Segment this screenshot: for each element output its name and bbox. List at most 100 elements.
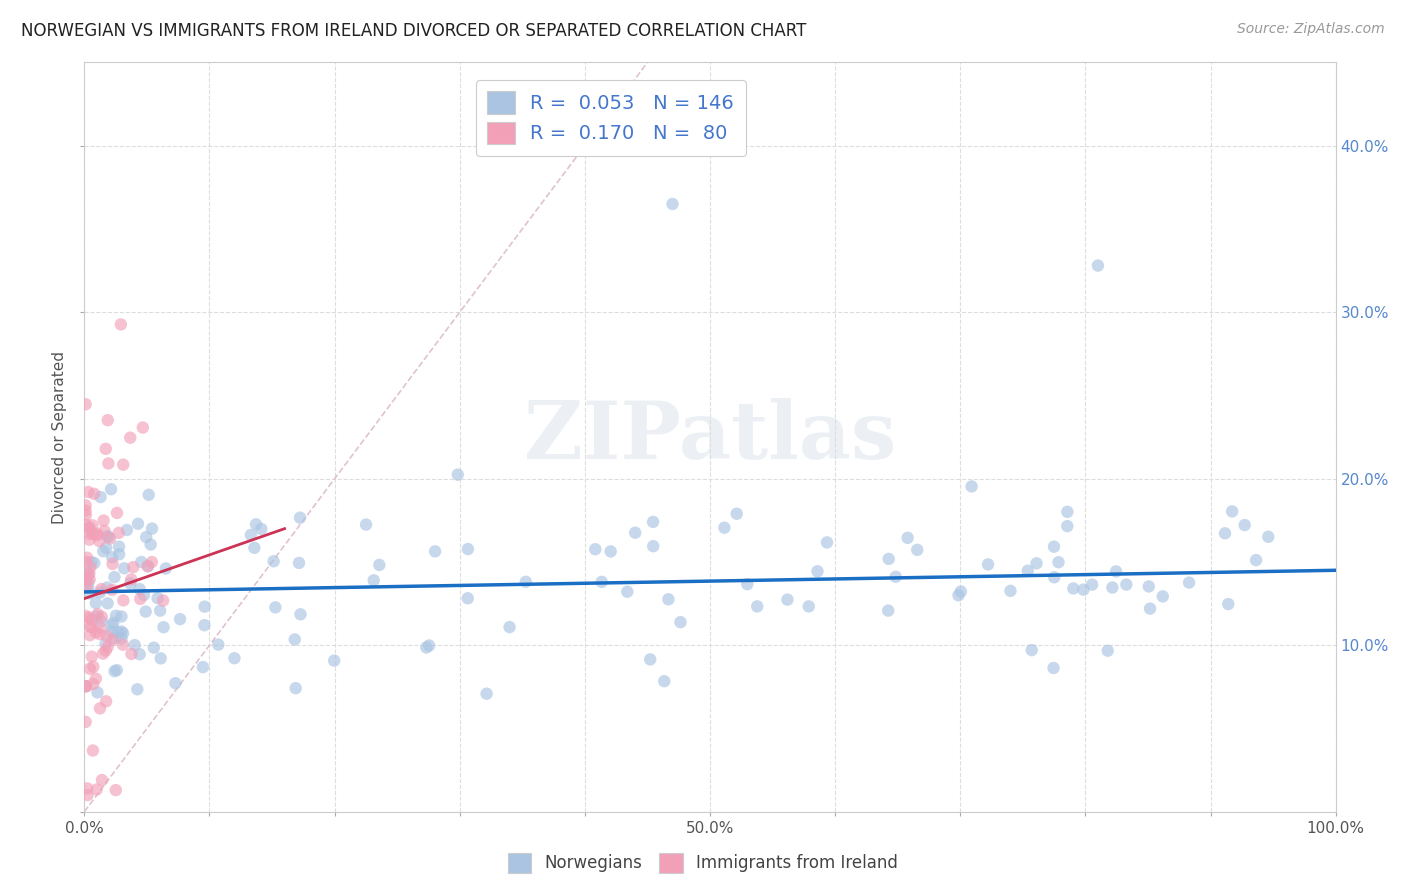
Point: [77, 610, 100, 624]
Point: [112, 593, 135, 607]
Point: [96, 581, 118, 595]
Point: [713, 521, 735, 535]
Point: [1042, 661, 1064, 675]
Point: [194, 599, 217, 614]
Point: [84, 596, 107, 610]
Point: [90, 615, 112, 629]
Point: [110, 624, 132, 639]
Point: [103, 570, 125, 584]
Point: [599, 544, 621, 558]
Point: [1233, 518, 1256, 533]
Point: [1056, 519, 1078, 533]
Point: [90, 582, 112, 596]
Point: [96, 529, 118, 543]
Point: [132, 588, 155, 602]
Point: [86, 782, 108, 797]
Point: [1105, 565, 1128, 579]
Point: [977, 558, 1000, 572]
Point: [82, 677, 104, 691]
Point: [1115, 577, 1137, 591]
Point: [243, 541, 266, 555]
Point: [94, 643, 117, 657]
Point: [79, 533, 101, 547]
Point: [776, 592, 799, 607]
Point: [75, 714, 97, 729]
Point: [1178, 575, 1201, 590]
Point: [103, 615, 125, 630]
Point: [107, 625, 129, 640]
Point: [129, 555, 152, 569]
Point: [82, 743, 104, 757]
Point: [83, 556, 105, 570]
Point: [797, 599, 820, 614]
Point: [75, 508, 97, 523]
Point: [76, 566, 98, 581]
Point: [447, 467, 470, 482]
Point: [103, 664, 125, 678]
Point: [75, 571, 97, 585]
Point: [263, 554, 285, 568]
Point: [101, 582, 124, 597]
Point: [657, 592, 679, 607]
Point: [169, 612, 191, 626]
Point: [86, 609, 108, 624]
Point: [122, 560, 145, 574]
Point: [1220, 504, 1243, 518]
Point: [86, 526, 108, 541]
Point: [136, 559, 159, 574]
Point: [1043, 570, 1066, 584]
Point: [91, 544, 114, 558]
Point: [105, 506, 128, 520]
Point: [75, 573, 97, 587]
Point: [76, 788, 98, 802]
Point: [418, 639, 440, 653]
Point: [323, 654, 346, 668]
Point: [127, 682, 149, 697]
Point: [97, 530, 120, 544]
Point: [112, 626, 135, 640]
Point: [82, 526, 104, 541]
Point: [250, 522, 273, 536]
Point: [80, 613, 103, 627]
Point: [152, 620, 174, 634]
Point: [457, 542, 479, 557]
Point: [75, 679, 97, 693]
Point: [77, 586, 100, 600]
Point: [1137, 579, 1160, 593]
Point: [89, 701, 111, 715]
Point: [191, 660, 214, 674]
Point: [124, 638, 146, 652]
Point: [93, 524, 115, 538]
Point: [86, 528, 108, 542]
Point: [515, 574, 537, 589]
Point: [108, 547, 131, 561]
Legend: Norwegians, Immigrants from Ireland: Norwegians, Immigrants from Ireland: [502, 847, 904, 880]
Point: [80, 620, 103, 634]
Point: [76, 569, 98, 583]
Point: [1000, 583, 1022, 598]
Point: [77, 521, 100, 535]
Point: [1139, 601, 1161, 615]
Point: [583, 542, 606, 557]
Point: [94, 541, 117, 555]
Point: [1213, 526, 1236, 541]
Point: [97, 640, 120, 654]
Point: [475, 687, 498, 701]
Point: [149, 604, 172, 618]
Point: [75, 504, 97, 518]
Point: [152, 593, 174, 607]
Point: [120, 431, 142, 445]
Point: [1062, 582, 1084, 596]
Point: [747, 599, 769, 614]
Point: [84, 672, 107, 686]
Point: [97, 413, 120, 427]
Point: [1043, 540, 1066, 554]
Point: [193, 618, 215, 632]
Point: [1152, 590, 1174, 604]
Point: [141, 555, 163, 569]
Point: [101, 550, 124, 565]
Point: [897, 531, 920, 545]
Point: [146, 591, 169, 606]
Point: [79, 560, 101, 574]
Point: [100, 482, 122, 496]
